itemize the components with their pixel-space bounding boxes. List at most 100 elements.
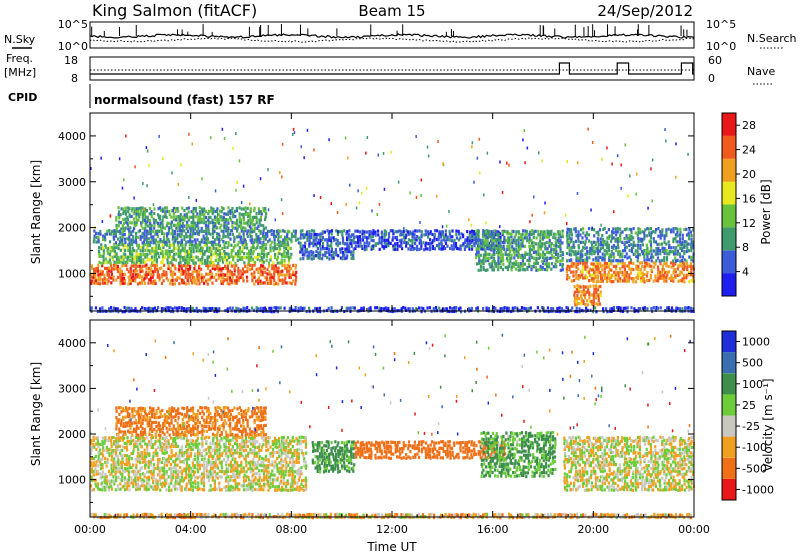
echo-pixel	[590, 246, 593, 250]
echo-pixel	[492, 242, 495, 246]
echo-pixel	[384, 233, 388, 237]
echo-pixel	[568, 265, 571, 269]
echo-pixel	[482, 253, 485, 257]
echo-pixel	[139, 253, 142, 257]
echo-pixel	[192, 247, 195, 251]
echo-pixel	[618, 270, 622, 274]
echo-pixel	[608, 279, 611, 283]
echo-pixel	[575, 276, 578, 280]
echo-pixel	[268, 306, 271, 310]
echo-pixel	[172, 437, 175, 441]
echo-pixel	[643, 267, 646, 271]
echo-pixel	[266, 233, 269, 237]
echo-pixel	[132, 472, 135, 476]
echo-pixel	[277, 235, 280, 239]
echo-pixel	[179, 252, 182, 256]
echo-pixel	[253, 241, 256, 245]
echo-pixel	[249, 258, 252, 262]
echo-pixel	[185, 449, 188, 453]
echo-pixel	[153, 221, 156, 225]
echo-pixel	[176, 457, 179, 461]
echo-pixel	[453, 238, 456, 242]
sparse-echo-point	[235, 132, 237, 135]
echo-pixel	[688, 227, 691, 231]
echo-pixel	[630, 234, 633, 238]
echo-pixel	[187, 229, 190, 234]
echo-pixel	[655, 259, 658, 263]
echo-pixel	[213, 464, 216, 468]
echo-pixel	[637, 239, 640, 243]
echo-pixel	[245, 448, 248, 452]
echo-pixel	[124, 209, 127, 213]
echo-pixel	[172, 232, 175, 236]
echo-pixel	[346, 247, 349, 251]
echo-pixel	[659, 262, 662, 266]
echo-pixel	[241, 272, 244, 276]
echo-pixel	[230, 475, 233, 479]
echo-pixel	[190, 215, 193, 219]
echo-pixel	[411, 307, 414, 311]
echo-pixel	[123, 484, 126, 488]
echo-pixel	[175, 215, 178, 219]
echo-pixel	[142, 246, 145, 250]
echo-pixel	[306, 235, 309, 240]
echo-pixel	[190, 441, 193, 445]
echo-pixel	[369, 308, 372, 312]
echo-pixel	[306, 254, 309, 258]
echo-pixel	[480, 261, 483, 265]
echo-pixel	[643, 306, 646, 310]
echo-pixel	[191, 258, 194, 262]
echo-pixel	[168, 221, 171, 225]
echo-pixel	[681, 240, 684, 244]
echo-pixel	[128, 442, 131, 446]
echo-pixel	[405, 244, 408, 248]
echo-pixel	[231, 448, 234, 452]
echo-pixel	[234, 436, 237, 441]
sparse-echo-point	[232, 146, 234, 150]
echo-pixel	[227, 221, 230, 225]
echo-pixel	[272, 275, 275, 280]
echo-pixel	[389, 229, 392, 233]
echo-pixel	[470, 245, 473, 249]
sparse-echo-point	[328, 138, 330, 142]
echo-pixel	[643, 280, 646, 284]
sparse-echo-point	[357, 189, 359, 193]
echo-pixel	[623, 242, 626, 246]
echo-pixel	[276, 261, 279, 265]
echo-pixel	[231, 224, 234, 228]
echo-pixel	[203, 454, 206, 458]
echo-pixel	[574, 250, 577, 254]
echo-pixel	[288, 273, 291, 277]
echo-pixel	[192, 218, 195, 222]
echo-pixel	[596, 303, 599, 307]
echo-pixel	[249, 221, 252, 225]
echo-pixel	[347, 235, 350, 239]
echo-pixel	[237, 278, 240, 283]
echo-pixel	[93, 237, 96, 241]
echo-pixel	[178, 264, 181, 268]
echo-pixel	[137, 487, 140, 491]
echo-pixel	[130, 232, 133, 236]
echo-pixel	[142, 253, 145, 257]
echo-pixel	[468, 307, 471, 311]
echo-pixel	[475, 233, 478, 237]
echo-pixel	[251, 230, 254, 234]
echo-pixel	[299, 229, 302, 233]
echo-pixel	[266, 267, 269, 271]
echo-pixel	[242, 270, 245, 274]
echo-pixel	[111, 257, 114, 261]
echo-pixel	[550, 262, 554, 266]
echo-pixel	[113, 442, 116, 446]
echo-pixel	[594, 250, 597, 254]
echo-pixel	[385, 230, 388, 234]
echo-pixel	[656, 252, 659, 256]
echo-pixel	[189, 229, 193, 233]
echo-pixel	[655, 228, 658, 232]
echo-pixel	[179, 216, 182, 220]
echo-pixel	[464, 245, 467, 249]
echo-pixel	[172, 470, 175, 474]
echo-pixel	[415, 307, 418, 311]
echo-pixel	[462, 242, 465, 246]
echo-pixel	[154, 484, 157, 488]
echo-pixel	[535, 236, 538, 240]
